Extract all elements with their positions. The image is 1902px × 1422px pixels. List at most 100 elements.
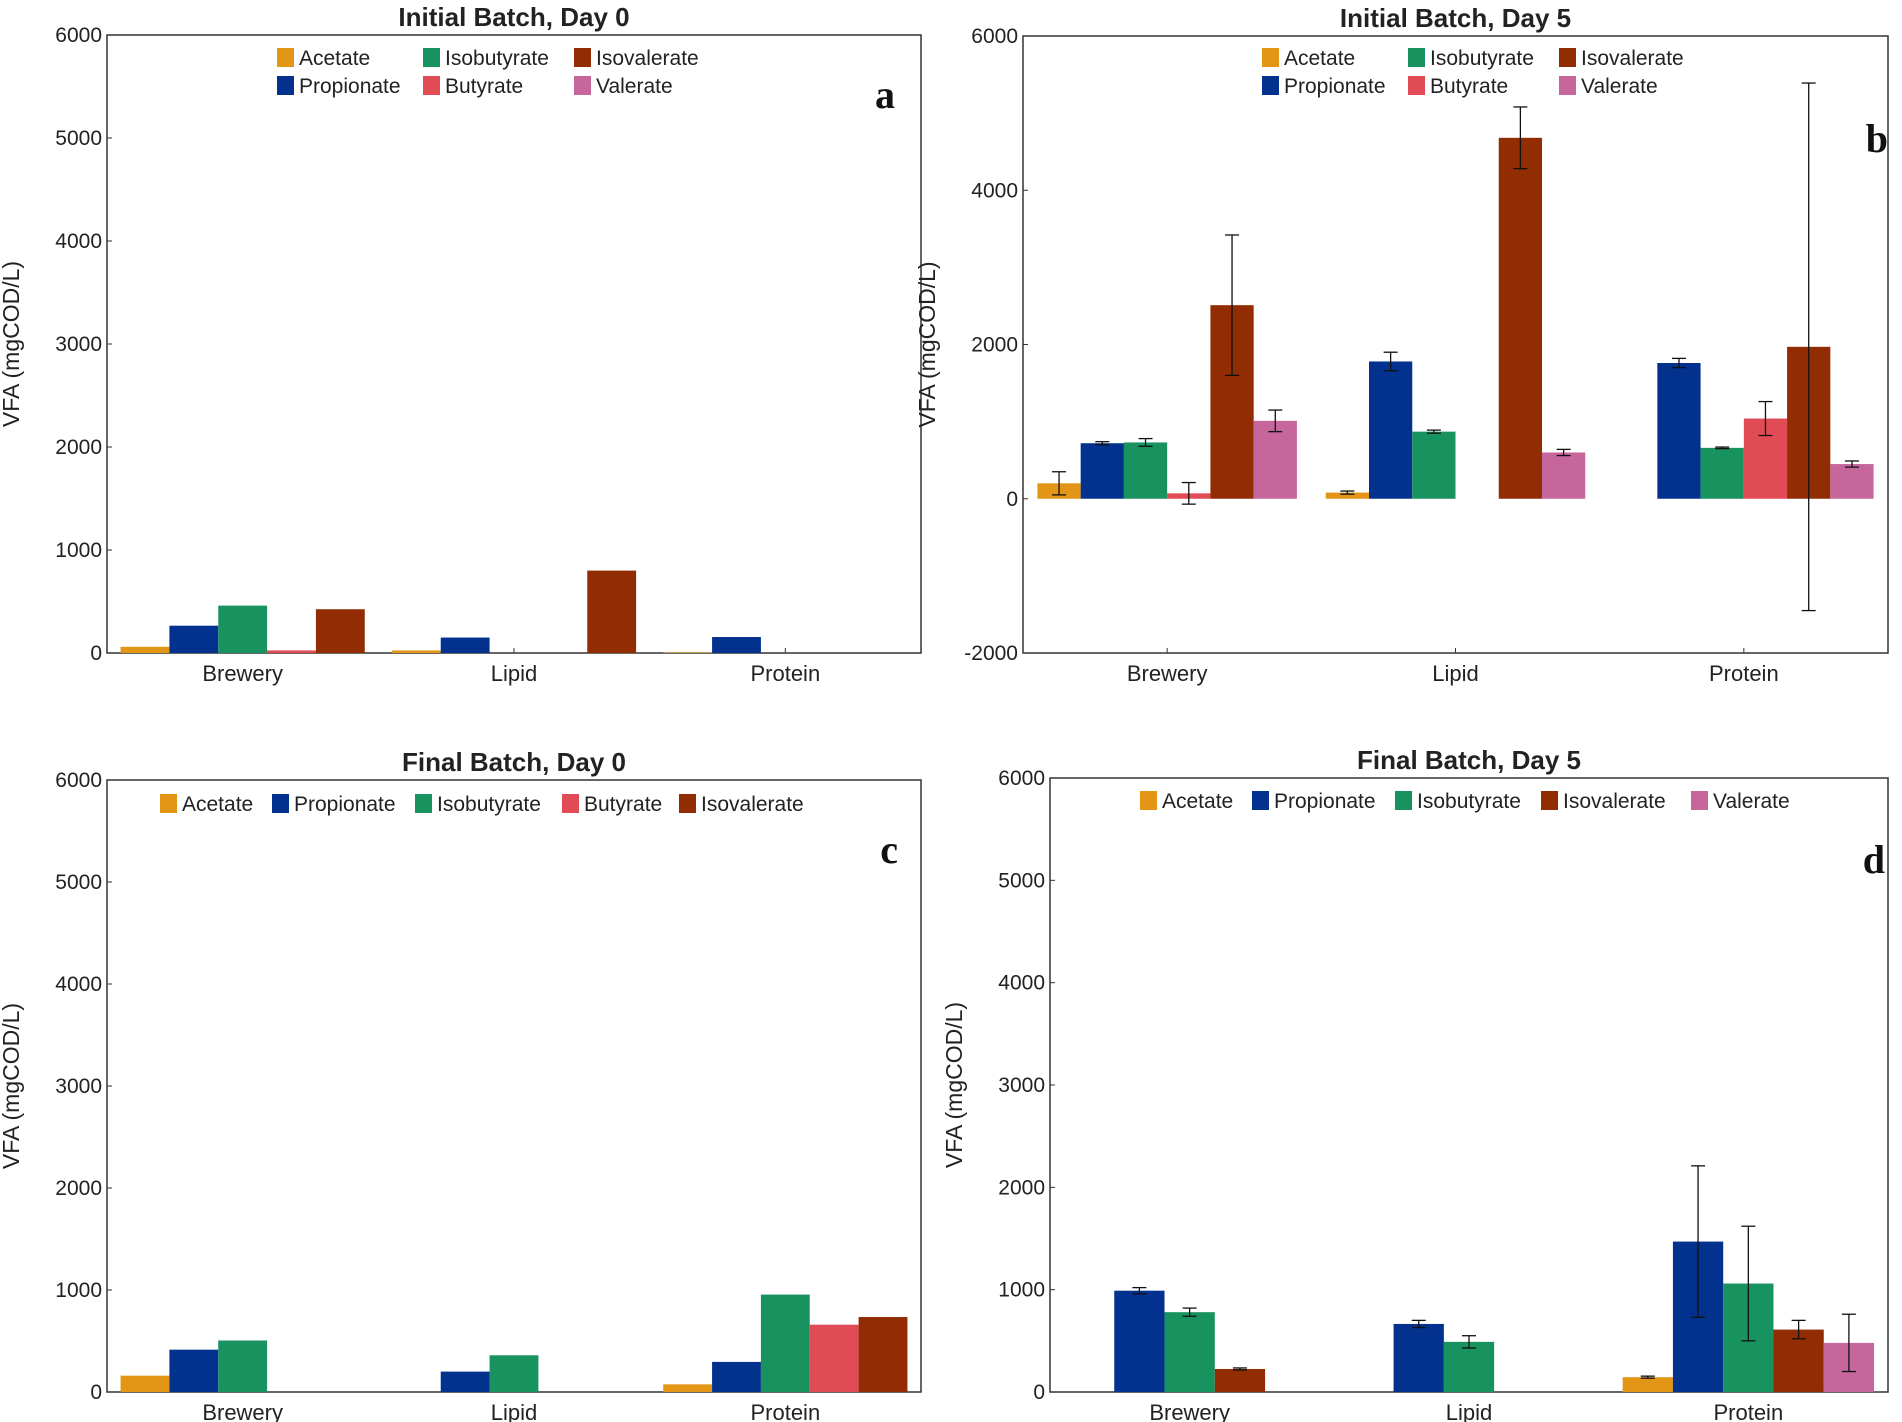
error-bar bbox=[1132, 1286, 1147, 1295]
bar-propionate bbox=[1657, 363, 1701, 499]
legend-swatch bbox=[679, 794, 696, 813]
bar-acetate bbox=[120, 1375, 170, 1392]
legend-swatch bbox=[1252, 791, 1269, 810]
bar-valerate bbox=[1253, 420, 1297, 499]
error-bar bbox=[1052, 471, 1067, 496]
legend-swatch bbox=[1559, 48, 1576, 67]
y-tick-label: 4000 bbox=[971, 179, 1018, 202]
error-bar bbox=[1181, 481, 1196, 505]
error-bar bbox=[1801, 82, 1816, 612]
y-tick-label: 5000 bbox=[55, 127, 102, 150]
panel-letter: d bbox=[1863, 837, 1885, 882]
chart-panel-d: Final Batch, Day 5 VFA (mgCOD/L) 0 1000 2000… bbox=[941, 745, 1889, 1422]
bar-isobutyrate bbox=[1123, 442, 1168, 499]
panel-letter: c bbox=[880, 827, 898, 872]
bar-propionate bbox=[1369, 361, 1413, 499]
chart-panel-c: Final Batch, Day 0 VFA (mgCOD/L) 0 1000 2000… bbox=[0, 747, 922, 1422]
legend-swatch bbox=[423, 76, 440, 95]
bar-acetate bbox=[1325, 492, 1369, 499]
legend-swatch bbox=[277, 76, 294, 95]
legend: Acetate Propionate Isobutyrate Isovalerate V… bbox=[1140, 790, 1790, 813]
bar-isobutyrate bbox=[1164, 1312, 1215, 1392]
legend-label: Butyrate bbox=[1430, 75, 1508, 98]
y-tick-label: 5000 bbox=[998, 869, 1045, 892]
legend-label: Acetate bbox=[182, 793, 253, 816]
bar-acetate bbox=[663, 1384, 713, 1392]
y-tick-label: 2000 bbox=[55, 436, 102, 459]
error-bar bbox=[1841, 1313, 1856, 1373]
error-bar bbox=[1791, 1319, 1806, 1340]
legend: Acetate Isobutyrate Isovalerate Propionate B… bbox=[1262, 47, 1684, 98]
y-tick-label: 0 bbox=[90, 642, 102, 665]
legend-swatch bbox=[1408, 48, 1425, 67]
error-bar bbox=[1138, 437, 1153, 447]
y-tick-label: 2000 bbox=[971, 334, 1018, 357]
legend-label: Isobutyrate bbox=[1417, 790, 1521, 813]
chart-title: Initial Batch, Day 5 bbox=[1340, 3, 1571, 33]
legend-label: Isobutyrate bbox=[1430, 47, 1534, 70]
legend-swatch bbox=[574, 76, 591, 95]
bar-butyrate bbox=[267, 650, 316, 653]
chart-panel-a: Initial Batch, Day 0 VFA (mgCOD/L) 0 1000 20… bbox=[0, 2, 922, 686]
chart-panel-b: Initial Batch, Day 5 VFA (mgCOD/L) -2000 0 2… bbox=[914, 3, 1889, 686]
category-label: Lipid bbox=[1446, 1400, 1492, 1422]
y-tick-label: 5000 bbox=[55, 871, 102, 894]
error-bar bbox=[1758, 400, 1773, 437]
bar-isobutyrate bbox=[1700, 447, 1744, 499]
y-tick-label: 3000 bbox=[55, 1075, 102, 1098]
error-bar bbox=[1340, 490, 1355, 495]
error-bar bbox=[1556, 448, 1571, 457]
category-label: Lipid bbox=[491, 661, 537, 686]
error-bar bbox=[1844, 460, 1859, 468]
category-label: Brewery bbox=[1127, 661, 1208, 686]
bar-propionate bbox=[440, 637, 490, 653]
panel-letter: b bbox=[1866, 116, 1888, 161]
y-tick-label: 3000 bbox=[998, 1074, 1045, 1097]
error-bar bbox=[1741, 1225, 1756, 1342]
legend: Acetate Propionate Isobutyrate Butyrate Isov… bbox=[160, 793, 804, 816]
y-tick-label: 4000 bbox=[55, 973, 102, 996]
y-axis-label: VFA (mgCOD/L) bbox=[941, 1002, 967, 1168]
legend-swatch bbox=[160, 794, 177, 813]
legend-label: Propionate bbox=[1284, 75, 1386, 98]
y-tick-label: 6000 bbox=[971, 25, 1018, 48]
error-bar bbox=[1462, 1335, 1476, 1349]
legend-label: Propionate bbox=[1274, 790, 1376, 813]
y-tick-label: 1000 bbox=[55, 1279, 102, 1302]
category-label: Protein bbox=[1709, 661, 1779, 686]
bar-isobutyrate bbox=[218, 605, 268, 653]
error-bar bbox=[1640, 1375, 1655, 1379]
y-tick-label: 0 bbox=[1033, 1381, 1045, 1404]
legend-label: Isovalerate bbox=[1581, 47, 1684, 70]
bar-valerate bbox=[1542, 452, 1586, 499]
bar-propionate bbox=[1393, 1323, 1444, 1392]
bar-isobutyrate bbox=[760, 1294, 810, 1392]
error-bar bbox=[1513, 106, 1528, 170]
y-tick-label: 1000 bbox=[998, 1279, 1045, 1302]
bar-isovalerate bbox=[315, 609, 365, 653]
bar-acetate bbox=[391, 650, 441, 653]
bar-propionate bbox=[169, 625, 219, 653]
error-bar bbox=[1671, 357, 1686, 369]
legend-label: Isovalerate bbox=[596, 47, 699, 70]
bar-propionate bbox=[440, 1371, 490, 1392]
legend-label: Propionate bbox=[294, 793, 396, 816]
error-bar bbox=[1383, 351, 1398, 372]
bar-propionate bbox=[712, 1361, 761, 1392]
legend-label: Acetate bbox=[299, 47, 370, 70]
legend-swatch bbox=[277, 48, 294, 67]
chart-title: Final Batch, Day 5 bbox=[1357, 745, 1581, 775]
y-tick-label: 0 bbox=[1006, 488, 1018, 511]
y-tick-label: 1000 bbox=[55, 539, 102, 562]
legend-swatch bbox=[1140, 791, 1157, 810]
category-label: Protein bbox=[1713, 1400, 1783, 1422]
error-bar bbox=[1715, 446, 1730, 450]
legend-label: Propionate bbox=[299, 75, 401, 98]
legend-label: Isobutyrate bbox=[445, 47, 549, 70]
chart-title: Initial Batch, Day 0 bbox=[398, 2, 629, 32]
legend-label: Acetate bbox=[1162, 790, 1233, 813]
legend-swatch bbox=[1541, 791, 1558, 810]
bar-acetate bbox=[1622, 1377, 1673, 1392]
y-tick-label: 6000 bbox=[998, 767, 1045, 790]
